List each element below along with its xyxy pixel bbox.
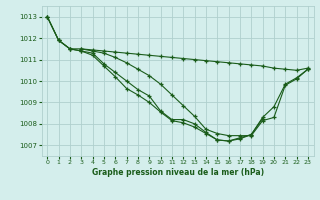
X-axis label: Graphe pression niveau de la mer (hPa): Graphe pression niveau de la mer (hPa): [92, 168, 264, 177]
